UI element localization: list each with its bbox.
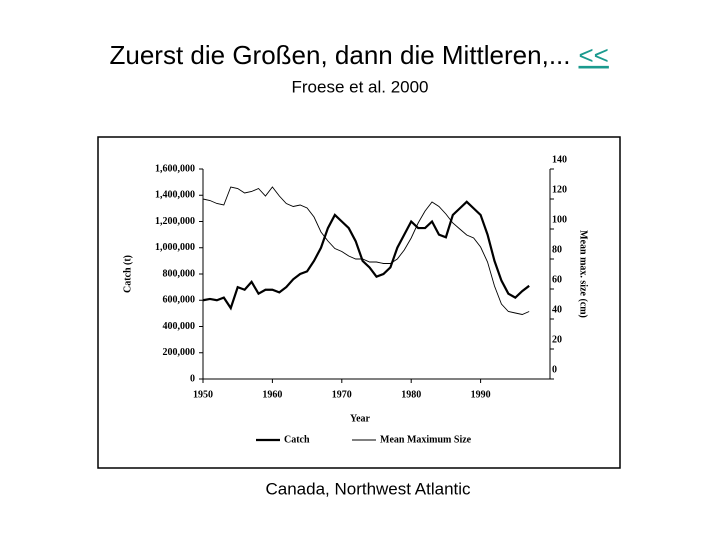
y-tick-label: 400,000 [163, 321, 196, 332]
y2-tick-label: 80 [552, 244, 562, 255]
y-tick-label: 1,000,000 [155, 242, 195, 253]
x-tick-label: 1960 [262, 389, 282, 400]
y-tick-label: 800,000 [163, 268, 196, 279]
y2-tick-label: 100 [552, 214, 567, 225]
back-link[interactable]: << [579, 40, 609, 70]
y-tick-label: 200,000 [163, 347, 196, 358]
y2-tick-label: 120 [552, 184, 567, 195]
x-tick-label: 1990 [471, 389, 491, 400]
legend-label: Mean Maximum Size [380, 434, 472, 445]
y2-tick-label: 40 [552, 304, 562, 315]
data-line [202, 200, 530, 311]
y2-tick-label: 0 [552, 364, 557, 375]
y-tick-label: 1,200,000 [155, 216, 195, 227]
y-tick-label: 0 [190, 373, 195, 384]
y-tick-label: 600,000 [163, 295, 196, 306]
data-line [202, 186, 530, 315]
legend-label: Catch [284, 434, 310, 445]
y2-tick-label: 60 [552, 274, 562, 285]
chart-frame [97, 136, 621, 469]
y-tick-label: 1,600,000 [155, 163, 195, 174]
y-axis-label: Catch (t) [122, 255, 133, 293]
y2-axis-label: Mean max. size (cm) [578, 230, 589, 318]
x-tick-label: 1950 [193, 389, 213, 400]
x-tick-label: 1980 [401, 389, 421, 400]
y-tick-label: 1,400,000 [155, 190, 195, 201]
slide-title: Zuerst die Großen, dann die Mittleren,..… [110, 40, 571, 70]
x-axis-label: Year [350, 413, 371, 424]
caption: Canada, Northwest Atlantic [265, 479, 471, 498]
x-tick-label: 1970 [332, 389, 352, 400]
subtitle: Froese et al. 2000 [291, 77, 428, 96]
y2-tick-label: 140 [552, 154, 567, 165]
y2-tick-label: 20 [552, 334, 562, 345]
